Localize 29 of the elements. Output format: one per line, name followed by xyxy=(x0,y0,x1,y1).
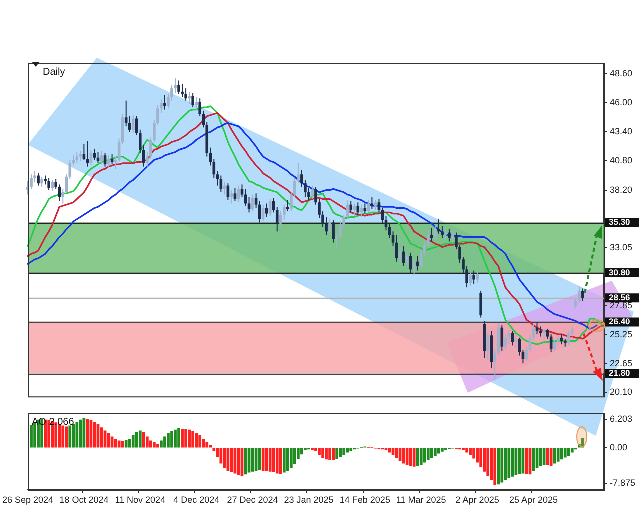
y-tick-label: 6.203 xyxy=(610,414,633,424)
chart-title: Daily xyxy=(43,67,66,78)
x-tick-label: 26 Sep 2024 xyxy=(2,495,54,506)
y-tick-label: 27.85 xyxy=(610,300,633,311)
ref-line-label: 35.30 xyxy=(609,217,631,228)
y-tick-label: 0.00 xyxy=(610,442,628,452)
x-tick-label: 14 Feb 2025 xyxy=(340,495,390,506)
y-tick-label: 43.40 xyxy=(610,126,633,137)
y-tick-label: 33.05 xyxy=(610,242,633,252)
x-tick-label: 23 Jan 2025 xyxy=(284,495,334,506)
y-tick-label: 46.00 xyxy=(610,98,633,108)
x-tick-label: 11 Mar 2025 xyxy=(396,495,446,506)
ref-line-label: 21.80 xyxy=(609,368,631,378)
ref-line-label: 28.56 xyxy=(609,292,631,302)
y-tick-label: 25.25 xyxy=(610,330,633,340)
y-tick-label: -7.875 xyxy=(610,478,636,488)
y-tick-label: 22.65 xyxy=(610,358,633,369)
x-tick-label: 4 Dec 2024 xyxy=(174,495,220,506)
y-tick-label: 38.20 xyxy=(610,184,633,195)
ref-line-label: 26.40 xyxy=(609,316,631,327)
x-tick-label: 25 Apr 2025 xyxy=(509,495,558,506)
y-tick-label: 20.10 xyxy=(610,387,633,398)
y-tick-label: 48.60 xyxy=(610,68,633,79)
x-tick-label: 11 Nov 2024 xyxy=(115,495,166,506)
ref-line-label: 30.80 xyxy=(609,267,631,278)
x-tick-label: 18 Oct 2024 xyxy=(60,495,109,506)
x-tick-label: 2 Apr 2025 xyxy=(456,495,500,506)
x-tick-label: 27 Dec 2024 xyxy=(227,495,278,506)
y-tick-label: 40.80 xyxy=(610,156,633,166)
